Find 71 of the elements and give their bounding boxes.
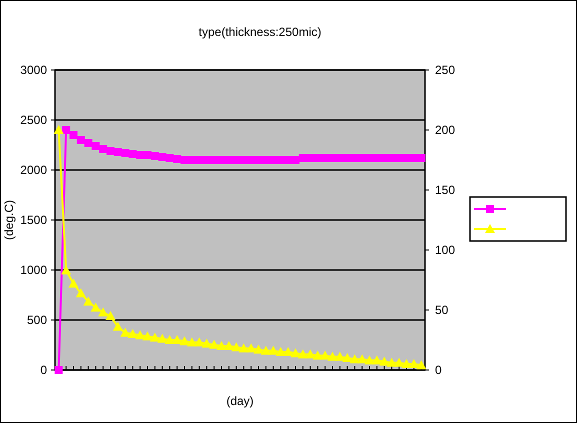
point xyxy=(238,343,249,352)
y2-tick-label: 150 xyxy=(435,183,456,197)
point xyxy=(194,337,204,346)
y-axis-title: (deg.C) xyxy=(2,200,16,240)
point xyxy=(142,331,152,340)
y2-tick-label: 200 xyxy=(435,123,456,137)
point xyxy=(416,360,426,370)
point xyxy=(98,307,108,316)
point xyxy=(268,346,278,355)
point xyxy=(276,347,286,356)
y2-tick-label: 50 xyxy=(435,303,449,317)
y-tick-label: 1000 xyxy=(20,263,48,277)
x-axis-title: (day) xyxy=(226,394,254,408)
point xyxy=(254,344,264,354)
point xyxy=(106,311,116,320)
point xyxy=(328,352,338,361)
point xyxy=(61,265,72,274)
point xyxy=(408,359,419,368)
point xyxy=(90,302,101,312)
point xyxy=(417,154,426,162)
point xyxy=(364,355,374,364)
point xyxy=(157,334,168,343)
point xyxy=(386,358,397,367)
y2-tick-label: 0 xyxy=(435,363,442,377)
point xyxy=(202,338,212,348)
point xyxy=(342,353,352,362)
point xyxy=(76,288,86,298)
point xyxy=(402,359,412,368)
point xyxy=(120,328,130,337)
point xyxy=(260,346,271,355)
point xyxy=(216,341,226,350)
point xyxy=(209,340,220,349)
point xyxy=(180,336,190,346)
point xyxy=(231,342,242,352)
point xyxy=(76,136,85,144)
y-tick-label: 3000 xyxy=(20,63,48,77)
point xyxy=(68,278,78,288)
point xyxy=(283,347,294,356)
y-tick-label: 2000 xyxy=(20,163,48,177)
point xyxy=(224,341,234,350)
y-tick-label: 2500 xyxy=(20,113,48,127)
point xyxy=(246,343,256,352)
y2-tick-label: 250 xyxy=(435,63,456,77)
point xyxy=(172,335,182,344)
y-tick-label: 1500 xyxy=(20,213,48,227)
point xyxy=(372,355,382,364)
point xyxy=(350,354,360,364)
point xyxy=(320,350,330,360)
point xyxy=(164,335,175,344)
y2-tick-label: 100 xyxy=(435,243,456,257)
point xyxy=(394,358,404,367)
point xyxy=(54,125,64,134)
point xyxy=(298,349,308,358)
point xyxy=(128,329,138,338)
point xyxy=(135,330,146,340)
point xyxy=(150,332,160,342)
y-tick-label: 0 xyxy=(40,363,48,377)
point xyxy=(54,366,63,374)
point xyxy=(357,354,368,364)
point xyxy=(112,322,123,331)
point xyxy=(70,131,78,139)
point xyxy=(334,352,345,361)
y-tick-label: 500 xyxy=(26,313,48,327)
point xyxy=(312,350,323,360)
point xyxy=(83,296,94,306)
chart-title: type(thickness:250mic) xyxy=(198,25,322,39)
point xyxy=(290,348,300,358)
point xyxy=(186,337,197,346)
point xyxy=(305,349,316,358)
point xyxy=(379,356,390,366)
point xyxy=(62,126,70,134)
